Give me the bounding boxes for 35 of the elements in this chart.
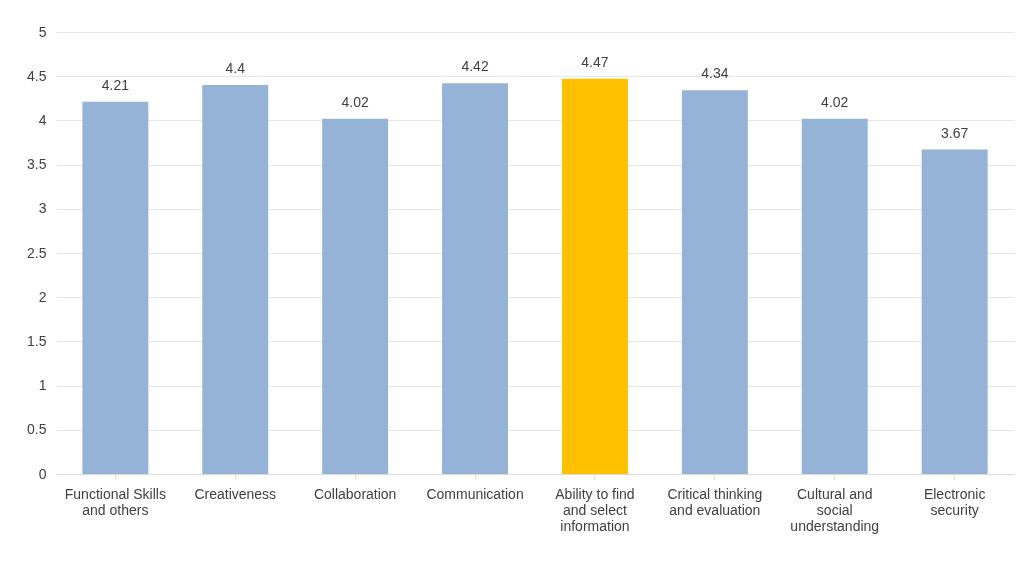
data-label: 4.47 <box>581 53 609 70</box>
data-label: 3.67 <box>941 124 969 141</box>
y-tick-label: 4.5 <box>27 67 47 84</box>
x-tick-label: Ability to find and select information <box>555 485 635 534</box>
bar <box>202 85 269 474</box>
y-tick-label: 4 <box>38 111 47 128</box>
x-tick-label: Collaboration <box>313 485 397 502</box>
x-tick-label: Cultural and social understanding <box>790 485 880 534</box>
bar <box>322 118 389 474</box>
data-label: 4.34 <box>701 65 729 82</box>
y-tick-label: 0.5 <box>27 421 47 438</box>
data-label: 4.02 <box>341 93 369 110</box>
data-label: 4.21 <box>101 76 130 93</box>
data-label: 4.42 <box>461 58 489 75</box>
data-label: 4.02 <box>821 93 849 110</box>
bar <box>681 90 748 474</box>
x-tick-label: Communication <box>426 485 524 502</box>
x-tick-label: Critical thinking and evaluation <box>667 485 763 518</box>
y-tick-label: 5 <box>38 23 47 40</box>
bar <box>82 101 149 474</box>
y-tick-label: 2 <box>38 288 47 305</box>
y-tick-label: 3 <box>38 200 47 217</box>
x-tick-label: Electronic security <box>923 485 986 518</box>
y-tick-label: 0 <box>38 465 47 482</box>
y-tick-label: 1 <box>38 377 47 394</box>
bar <box>561 78 628 474</box>
y-tick-label: 3.5 <box>27 156 47 173</box>
bar <box>801 118 868 474</box>
y-tick-label: 2.5 <box>27 244 47 261</box>
bar <box>921 149 988 474</box>
y-tick-label: 1.5 <box>27 332 47 349</box>
bar <box>442 83 509 474</box>
data-label: 4.4 <box>225 60 246 77</box>
x-tick-label: Creativeness <box>194 485 277 502</box>
x-tick-label: Functional Skills and others <box>64 485 166 518</box>
